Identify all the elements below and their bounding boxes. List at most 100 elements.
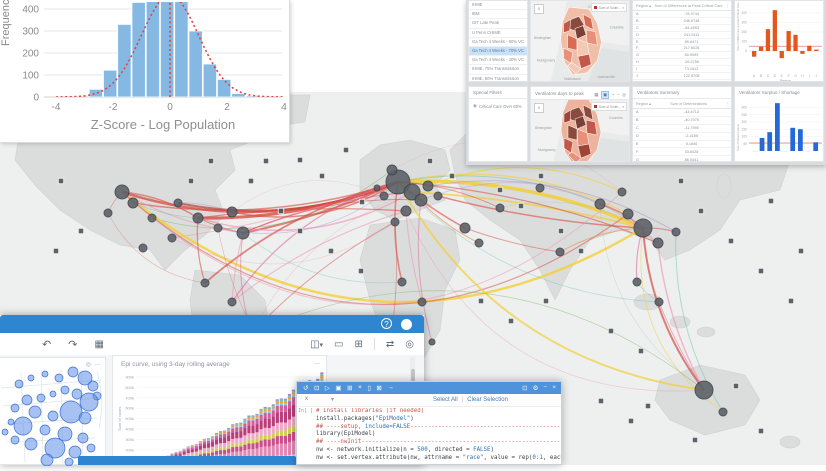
svg-text:0: 0 [33, 93, 39, 104]
scenario-list-item[interactable]: IHME, 75% Transmission [469, 65, 527, 74]
filter-option-label[interactable]: Critical Care Over 60% [479, 104, 522, 109]
legend-swatch [594, 6, 598, 10]
code-line[interactable]: library(EpiModel) [297, 431, 561, 439]
help-icon[interactable]: ? [381, 318, 392, 329]
chevron-down-icon[interactable]: ▾ [331, 396, 334, 403]
delete-icon[interactable]: ▯ [367, 384, 371, 392]
column-header[interactable]: Region ▴ [633, 101, 652, 106]
run-icon[interactable]: ▷ [325, 384, 330, 392]
svg-text:400: 400 [22, 5, 39, 16]
svg-text:D: D [774, 74, 777, 78]
table-row: D-2.4155 [633, 133, 731, 141]
svg-text:Columbia: Columbia [609, 116, 623, 120]
us-map-card[interactable]: ◎ ... [0, 357, 106, 465]
visibility-icon[interactable]: ◎ [405, 339, 414, 350]
svg-text:2: 2 [224, 102, 230, 113]
svg-text:0: 0 [167, 102, 173, 113]
chevron-down-icon[interactable]: ▾ [622, 105, 624, 109]
scenario-list-item[interactable]: Ga Tech 4 Weeks - 60% VC [469, 38, 527, 47]
clear-selection-link[interactable]: Clear Selection [467, 397, 508, 403]
code-line[interactable]: ## ----nwInit---------------------------… [297, 439, 561, 447]
search-icon[interactable]: ⌕ [534, 4, 544, 14]
undo-icon[interactable]: ↶ [42, 338, 51, 351]
chart-picker-icon[interactable]: ◫▾ [310, 339, 323, 350]
avatar[interactable] [401, 319, 412, 330]
scenario-list-item[interactable]: Ga Tech 4 Weeks - 70% VC [469, 47, 527, 56]
grid-icon[interactable]: ▣ [335, 384, 341, 392]
column-header[interactable]: Sum of Deteriorations [652, 102, 725, 106]
home-icon[interactable]: ◎ [622, 92, 626, 98]
svg-text:100: 100 [22, 71, 39, 82]
bottom-window-titlebar[interactable] [78, 456, 296, 465]
table-row: B-40.7076 [633, 117, 731, 125]
svg-text:400: 400 [741, 11, 747, 15]
layout-icon[interactable]: ▭ [334, 339, 343, 350]
legend-swatch [594, 105, 598, 109]
svg-text:G: G [794, 74, 797, 78]
scenario-list-item[interactable]: U Penn CHIME [469, 29, 527, 38]
scenario-list-item[interactable]: GIT Late Peak [469, 19, 527, 28]
georgia-choropleth: GreenvilleColumbiaBirminghamMontgomeryTa… [531, 1, 630, 82]
column-header[interactable]: Sum of Differences at Peak Critical Care [652, 4, 725, 8]
map-legend: Sum of South... ▾ [591, 102, 627, 111]
script-editor[interactable]: In[ ]# Install libraries (if needed)inst… [297, 408, 561, 466]
filter-icon[interactable]: ⇄ [386, 339, 394, 350]
select-icon[interactable]: ▦ [594, 92, 598, 98]
special-filters-panel: Special Filters ◉ Critical Care Over 60% [468, 86, 528, 162]
undo-icon[interactable]: ↺ [303, 384, 308, 392]
select-all-link[interactable]: Select All [433, 397, 458, 403]
table-icon[interactable]: ⊞ [354, 339, 362, 350]
svg-text:Z-Score - Log Population: Z-Score - Log Population [91, 117, 236, 132]
scenario-list-item[interactable]: IHME [469, 1, 527, 10]
ventilator-days-map[interactable]: Ventilators days to peak ▦▣+−◎ ⌕ Sum of … [530, 86, 630, 162]
window-titlebar[interactable]: ? [0, 315, 424, 333]
epi-curve-card[interactable]: Epi curve, using 3-day rolling average .… [112, 355, 327, 465]
table-row: C-11.7590 [633, 125, 731, 133]
svg-text:Birmingham: Birmingham [535, 126, 552, 130]
svg-text:Tallahassee: Tallahassee [564, 77, 581, 81]
close-icon[interactable]: × [358, 384, 362, 392]
scenario-list-item[interactable]: IHME, 50% Transmission [469, 75, 527, 83]
code-line[interactable]: ## ----setup, include=FALSE-------------… [297, 424, 561, 432]
redo-icon[interactable]: ↷ [68, 338, 77, 351]
export-icon[interactable]: ⊞ [347, 384, 352, 392]
code-line[interactable]: nw <- set.vertex.attribute(nw, attrname … [297, 455, 561, 463]
window-settings-icon[interactable]: ⚙ [533, 384, 539, 392]
cell-dropdown[interactable]: x [305, 396, 308, 402]
card-menu-icon[interactable]: ... [314, 359, 320, 366]
search-icon[interactable]: ⌕ [534, 103, 544, 113]
copy-icon[interactable]: ⊠ [376, 384, 381, 392]
code-line[interactable]: nw <- network.initialize(n = 500, direct… [297, 447, 561, 455]
grid-icon[interactable]: ▦ [94, 339, 103, 350]
column-menu-icon[interactable]: ⋮ [725, 3, 731, 8]
chevron-down-icon[interactable]: ▾ [622, 6, 624, 10]
column-header[interactable]: Region ▴ [633, 3, 652, 8]
window-minimize-icon[interactable]: − [543, 384, 547, 392]
svg-text:Frequency: Frequency [0, 0, 12, 46]
svg-text:150: 150 [741, 127, 747, 131]
scenario-list-item[interactable]: IBM [469, 10, 527, 19]
zoom-out-icon[interactable]: − [617, 92, 620, 97]
card-menu-icon[interactable]: ... [95, 361, 100, 368]
radio-icon[interactable]: ◉ [473, 103, 477, 109]
scenario-list-item[interactable]: Ga Tech 4 Weeks - 40% VC [469, 56, 527, 65]
zoom-in-icon[interactable]: + [612, 92, 615, 97]
svg-text:Sum of Difference at Peak Crit: Sum of Difference at Peak Critical Care [736, 2, 740, 51]
calendar-icon[interactable]: ▣ [601, 91, 609, 99]
table-row: A-43.4713 [633, 109, 731, 117]
peak-critical-care-map[interactable]: ⌕ Sum of South... ▾ GreenvilleColumbiaBi… [530, 0, 630, 82]
column-menu-icon[interactable]: ⋮ [725, 101, 731, 106]
svg-text:Birmingham: Birmingham [534, 36, 552, 40]
window-close-icon[interactable]: × [552, 384, 556, 392]
fullscreen-icon[interactable]: ⊡ [314, 384, 319, 392]
forward-icon[interactable]: → [387, 384, 394, 392]
code-line[interactable]: In[ ]# Install libraries (if needed) [297, 408, 561, 416]
window-popout-icon[interactable]: ⊡ [522, 384, 527, 392]
code-line[interactable]: install.packages("EpiModel") [297, 416, 561, 424]
locate-icon[interactable]: ◎ [86, 361, 91, 368]
table-row: H-26.2755 [633, 59, 731, 66]
